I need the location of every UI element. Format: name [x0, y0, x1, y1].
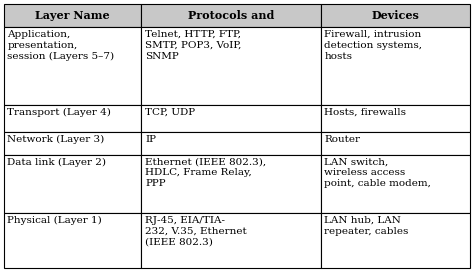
Bar: [4, 27, 141, 105]
Bar: [141, 213, 321, 268]
Bar: [4, 132, 141, 154]
Text: Devices: Devices: [372, 10, 419, 21]
Bar: [141, 154, 321, 213]
Text: LAN hub, LAN
repeater, cables: LAN hub, LAN repeater, cables: [324, 216, 409, 236]
Bar: [321, 105, 470, 132]
Text: Router: Router: [324, 135, 360, 144]
Text: Application,
presentation,
session (Layers 5–7): Application, presentation, session (Laye…: [8, 30, 115, 61]
Text: Firewall, intrusion
detection systems,
hosts: Firewall, intrusion detection systems, h…: [324, 30, 422, 61]
Bar: [321, 213, 470, 268]
Bar: [141, 4, 321, 27]
Bar: [321, 27, 470, 105]
Text: Physical (Layer 1): Physical (Layer 1): [8, 216, 102, 225]
Text: Transport (Layer 4): Transport (Layer 4): [8, 108, 111, 117]
Bar: [141, 132, 321, 154]
Text: Data link (Layer 2): Data link (Layer 2): [8, 157, 107, 167]
Bar: [4, 213, 141, 268]
Bar: [141, 105, 321, 132]
Bar: [141, 27, 321, 105]
Bar: [4, 4, 141, 27]
Bar: [321, 4, 470, 27]
Text: Hosts, firewalls: Hosts, firewalls: [324, 108, 406, 117]
Text: Network (Layer 3): Network (Layer 3): [8, 135, 105, 144]
Text: Telnet, HTTP, FTP,
SMTP, POP3, VoIP,
SNMP: Telnet, HTTP, FTP, SMTP, POP3, VoIP, SNM…: [145, 30, 241, 61]
Bar: [321, 132, 470, 154]
Text: IP: IP: [145, 135, 156, 144]
Bar: [4, 154, 141, 213]
Text: TCP, UDP: TCP, UDP: [145, 108, 195, 117]
Text: Ethernet (IEEE 802.3),
HDLC, Frame Relay,
PPP: Ethernet (IEEE 802.3), HDLC, Frame Relay…: [145, 157, 266, 188]
Bar: [321, 154, 470, 213]
Text: RJ-45, EIA/TIA-
232, V.35, Ethernet
(IEEE 802.3): RJ-45, EIA/TIA- 232, V.35, Ethernet (IEE…: [145, 216, 247, 247]
Bar: [4, 105, 141, 132]
Text: LAN switch,
wireless access
point, cable modem,: LAN switch, wireless access point, cable…: [324, 157, 431, 188]
Text: Protocols and: Protocols and: [188, 10, 274, 21]
Text: Layer Name: Layer Name: [36, 10, 110, 21]
